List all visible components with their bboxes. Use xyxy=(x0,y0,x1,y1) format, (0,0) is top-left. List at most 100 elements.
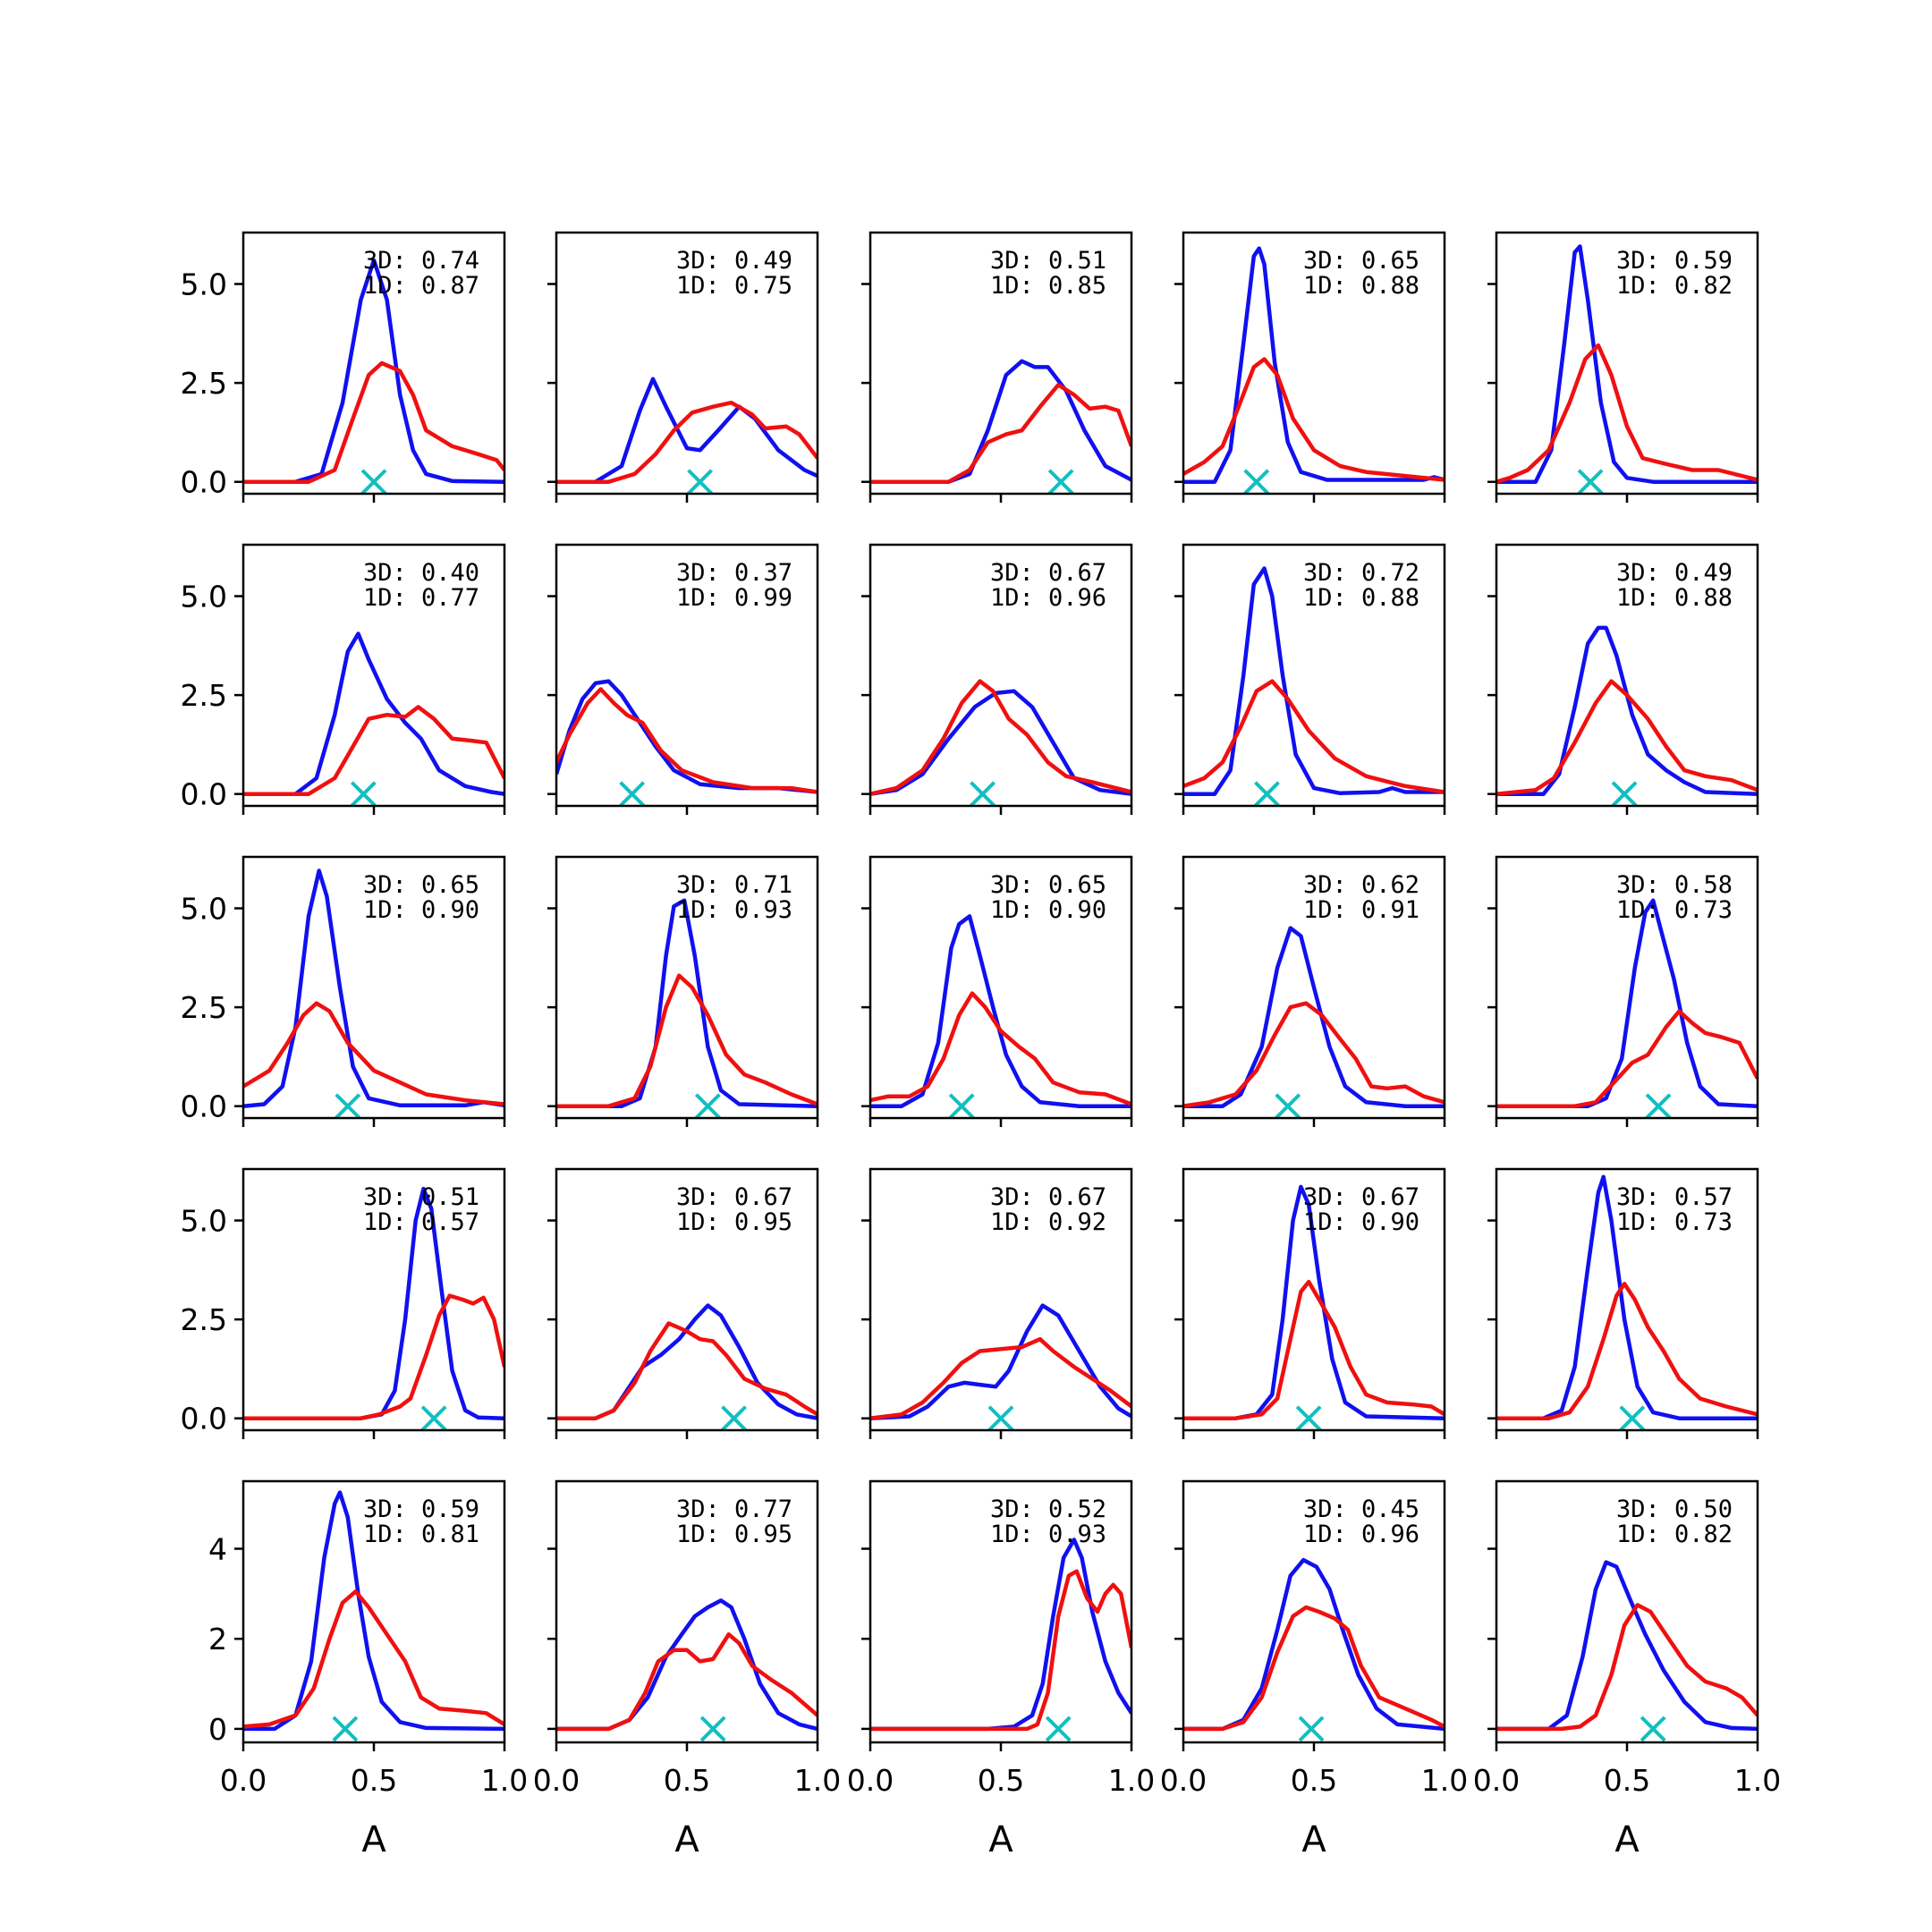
true-value-marker xyxy=(420,1405,447,1432)
x-axis-label: A xyxy=(1301,1819,1326,1860)
true-value-marker xyxy=(332,1716,359,1742)
series-1d-line xyxy=(870,679,1131,796)
true-value-marker xyxy=(694,1093,721,1120)
annotation-1d: 1D: 0.57 xyxy=(363,1208,479,1236)
true-value-marker xyxy=(948,1093,975,1120)
x-tick-label: 0.0 xyxy=(1160,1763,1207,1798)
annotation-1d: 1D: 0.93 xyxy=(676,896,792,924)
annotation-3d: 3D: 0.65 xyxy=(990,871,1106,899)
series-3d-line xyxy=(870,1303,1131,1420)
annotation-1d: 1D: 0.93 xyxy=(990,1521,1106,1548)
true-value-marker xyxy=(1275,1093,1301,1120)
series-3d-line xyxy=(870,359,1131,484)
annotation-3d: 3D: 0.59 xyxy=(363,1496,479,1523)
annotation-3d: 3D: 0.37 xyxy=(676,559,792,587)
series-1d-line xyxy=(243,1001,504,1106)
true-value-marker xyxy=(619,781,646,808)
annotation-1d: 1D: 0.82 xyxy=(1616,272,1733,300)
annotation-1d: 1D: 0.85 xyxy=(990,272,1106,300)
x-tick-label: 0.5 xyxy=(351,1763,397,1798)
true-value-marker xyxy=(1298,1716,1325,1742)
y-tick-label: 0.0 xyxy=(181,1089,227,1124)
series-1d-line xyxy=(1183,1001,1445,1108)
annotation-3d: 3D: 0.72 xyxy=(1303,559,1419,587)
true-value-marker xyxy=(1619,1405,1646,1432)
annotation-1d: 1D: 0.88 xyxy=(1303,584,1419,612)
annotation-3d: 3D: 0.51 xyxy=(990,247,1106,275)
x-tick-label: 0.0 xyxy=(220,1763,267,1798)
true-value-marker xyxy=(1045,1716,1072,1742)
annotation-1d: 1D: 0.92 xyxy=(990,1208,1106,1236)
annotation-1d: 1D: 0.82 xyxy=(1616,1521,1733,1548)
annotation-1d: 1D: 0.90 xyxy=(363,896,479,924)
y-tick-label: 0.0 xyxy=(181,465,227,500)
series-1d-line xyxy=(1496,343,1758,484)
true-value-marker xyxy=(1254,781,1280,808)
series-3d-line xyxy=(1496,244,1758,484)
series-1d-line xyxy=(1496,1282,1758,1420)
series-1d-line xyxy=(556,687,818,794)
annotation-3d: 3D: 0.67 xyxy=(990,559,1106,587)
y-tick-label: 2.5 xyxy=(181,366,227,401)
y-tick-label: 4 xyxy=(208,1532,227,1567)
annotation-3d: 3D: 0.49 xyxy=(676,247,792,275)
x-tick-label: 0.0 xyxy=(847,1763,894,1798)
true-value-marker xyxy=(987,1405,1014,1432)
x-tick-label: 0.5 xyxy=(978,1763,1024,1798)
series-3d-line xyxy=(556,377,818,484)
annotation-3d: 3D: 0.67 xyxy=(990,1183,1106,1211)
annotation-1d: 1D: 0.73 xyxy=(1616,896,1733,924)
annotation-1d: 1D: 0.87 xyxy=(363,272,479,300)
series-3d-line xyxy=(870,914,1131,1108)
annotation-3d: 3D: 0.51 xyxy=(363,1183,479,1211)
true-value-marker xyxy=(1243,469,1270,496)
x-tick-label: 0.5 xyxy=(664,1763,710,1798)
series-1d-line xyxy=(556,1321,818,1420)
series-3d-line xyxy=(1496,898,1758,1108)
true-value-marker xyxy=(699,1716,726,1742)
series-3d-line xyxy=(1183,1557,1445,1732)
true-value-marker xyxy=(335,1093,361,1120)
y-tick-label: 5.0 xyxy=(181,267,227,302)
true-value-marker xyxy=(1295,1405,1322,1432)
annotation-1d: 1D: 0.95 xyxy=(676,1521,792,1548)
series-1d-line xyxy=(1496,1009,1758,1108)
annotation-1d: 1D: 0.99 xyxy=(676,584,792,612)
series-3d-line xyxy=(1496,1560,1758,1732)
annotation-1d: 1D: 0.90 xyxy=(990,896,1106,924)
series-3d-line xyxy=(243,631,504,796)
annotation-1d: 1D: 0.88 xyxy=(1616,584,1733,612)
annotation-3d: 3D: 0.58 xyxy=(1616,871,1733,899)
x-tick-label: 0.0 xyxy=(533,1763,580,1798)
series-3d-line xyxy=(243,869,504,1108)
series-1d-line xyxy=(1183,679,1445,794)
y-tick-label: 2.5 xyxy=(181,990,227,1025)
y-tick-label: 5.0 xyxy=(181,892,227,927)
annotation-1d: 1D: 0.75 xyxy=(676,272,792,300)
y-tick-label: 5.0 xyxy=(181,1204,227,1239)
x-tick-label: 0.5 xyxy=(1291,1763,1337,1798)
series-3d-line xyxy=(556,679,818,794)
true-value-marker xyxy=(1047,469,1074,496)
x-axis-label: A xyxy=(674,1819,699,1860)
series-1d-line xyxy=(1183,1279,1445,1420)
series-1d-line xyxy=(243,705,504,796)
annotation-3d: 3D: 0.71 xyxy=(676,871,792,899)
series-1d-line xyxy=(243,1293,504,1420)
annotation-3d: 3D: 0.67 xyxy=(1303,1183,1419,1211)
annotation-3d: 3D: 0.52 xyxy=(990,1496,1106,1523)
